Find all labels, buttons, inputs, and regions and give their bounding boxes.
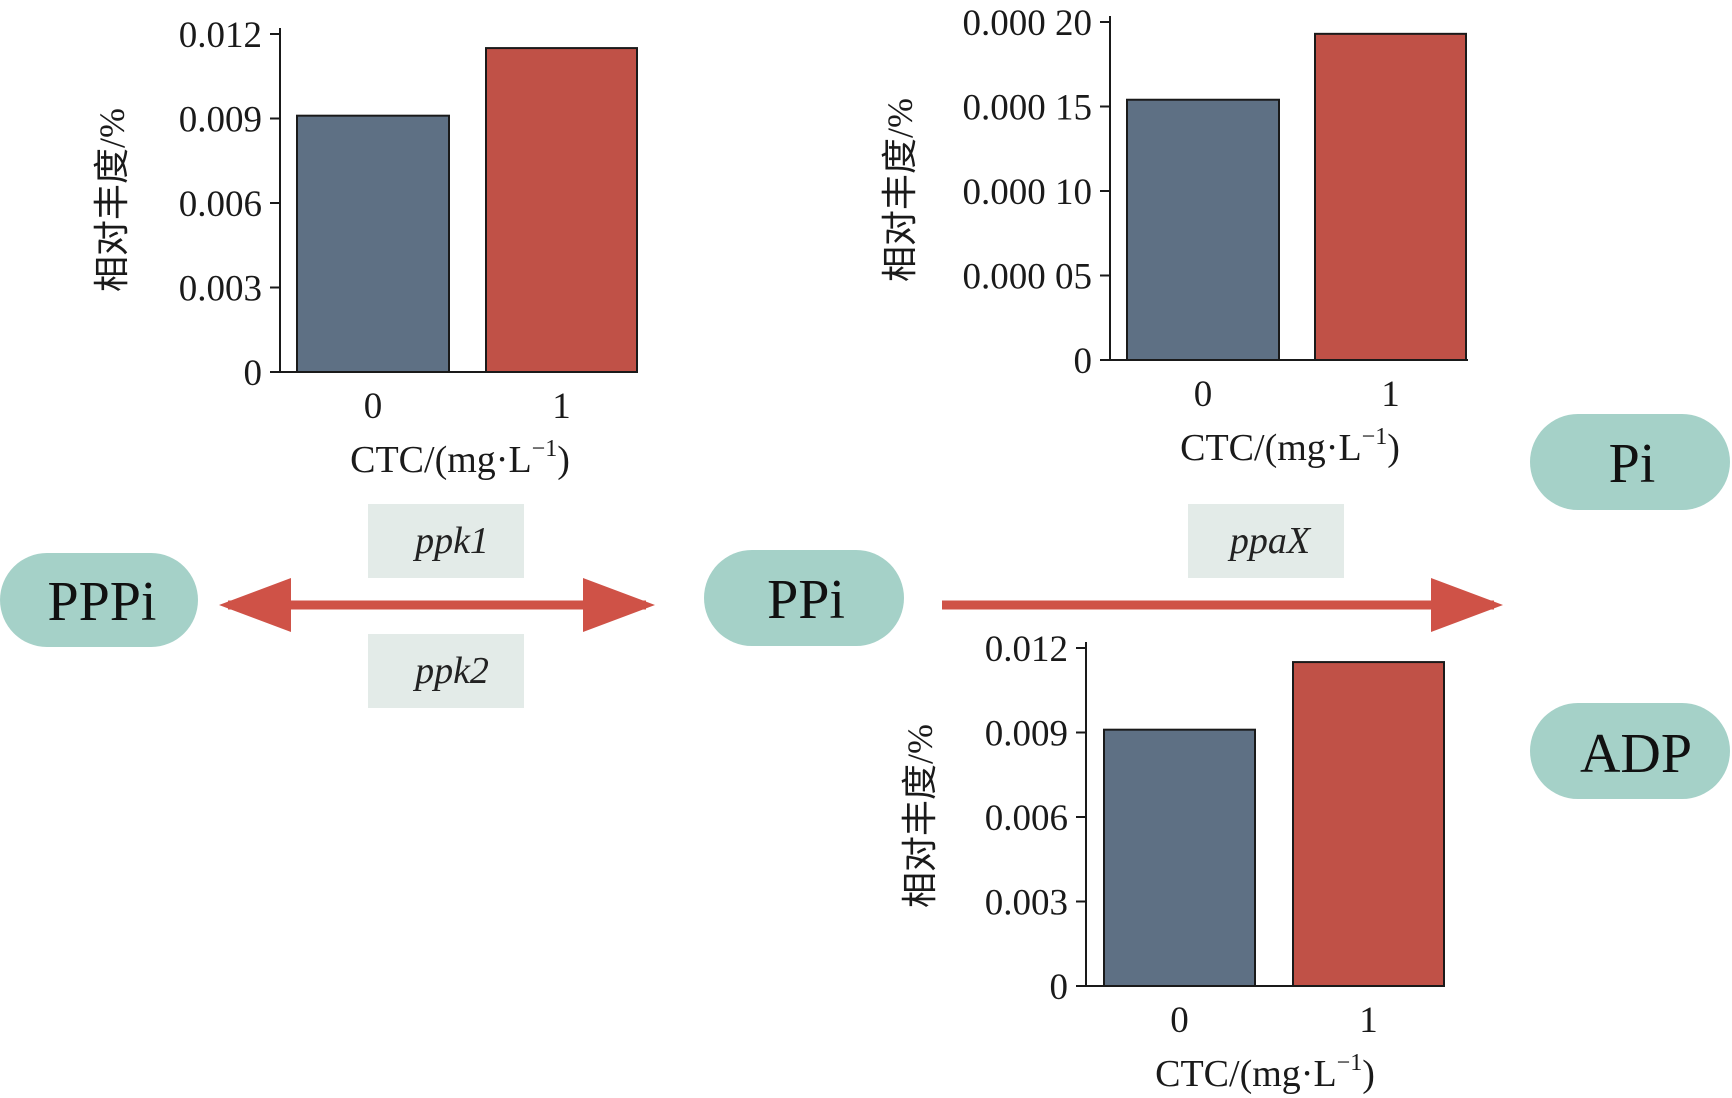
node-pi-pill [1530,414,1730,510]
chart-adp-abundance: 0 0.003 0.006 0.009 0.012 0 1 CTC/(mg·L−1) 相对丰度/… [900,629,1445,1095]
node-pi: Pi [1530,414,1730,510]
gene-ppk2: ppk2 [368,634,524,708]
y-tick-label: 0.003 [179,269,262,310]
x-tick-label: 0 [1194,374,1213,415]
y-tick-label: 0.000 05 [963,257,1093,298]
bar-ppk-1 [485,47,638,373]
x-axis-label: CTC/(mg·L−1) [1155,1050,1375,1095]
y-tick-label: 0 [244,353,263,394]
y-tick-label: 0.000 15 [963,88,1093,129]
y-tick-label: 0.009 [179,100,262,141]
bar-ppax-0 [1126,98,1280,362]
chart-ppk-abundance: 0 0.003 0.006 0.009 0.012 0 1 CTC/(mg·L−1) 相对丰度/… [92,15,638,481]
node-ppi: PPi [704,550,904,646]
x-tick-label: 0 [1170,1000,1189,1041]
x-tick-label: 1 [552,386,571,427]
bar-adp-0 [1103,728,1256,988]
x-axis-label: CTC/(mg·L−1) [350,436,570,481]
gene-ppk2-label: ppk2 [412,650,489,692]
node-pi-label: Pi [1609,433,1656,495]
bar-ppax-1 [1314,32,1467,362]
node-pppi: PPPi [0,553,198,647]
gene-ppk2-box [368,634,524,708]
y-tick-label: 0 [1074,341,1093,382]
y-tick-label: 0.000 10 [963,172,1093,213]
node-pppi-pill [0,553,198,647]
gene-ppax-label: ppaX [1227,520,1312,562]
chart-ppax-abundance: 0 0.000 05 0.000 10 0.000 15 0.000 20 0 1 CTC/(… [880,3,1468,469]
y-tick-label: 0.006 [985,798,1068,839]
y-axis-label: 相对丰度/% [900,724,940,908]
y-tick-label: 0.012 [179,15,262,56]
x-axis-label: CTC/(mg·L−1) [1180,424,1400,469]
gene-ppk1: ppk1 [368,504,524,578]
gene-ppax: ppaX [1188,504,1344,578]
gene-ppk1-box [368,504,524,578]
node-ppi-pill [704,550,904,646]
node-ppi-label: PPi [767,569,845,631]
gene-ppax-box [1188,504,1344,578]
node-adp-pill [1530,703,1730,799]
x-tick-label: 1 [1381,374,1400,415]
gene-ppk1-label: ppk1 [412,520,489,562]
node-adp-label: ADP [1580,723,1692,785]
y-axis-label: 相对丰度/% [880,98,920,282]
y-tick-label: 0.003 [985,883,1068,924]
y-axis-label: 相对丰度/% [92,108,132,292]
y-tick-label: 0.006 [179,184,262,225]
x-tick-label: 1 [1359,1000,1378,1041]
bar-adp-1 [1292,661,1445,987]
x-tick-label: 0 [364,386,383,427]
y-tick-label: 0 [1050,967,1069,1008]
node-pppi-label: PPPi [48,571,157,633]
y-tick-label: 0.009 [985,714,1068,755]
bar-ppk-0 [296,114,450,374]
y-tick-label: 0.012 [985,629,1068,670]
node-adp: ADP [1530,703,1730,799]
y-tick-label: 0.000 20 [963,3,1093,44]
